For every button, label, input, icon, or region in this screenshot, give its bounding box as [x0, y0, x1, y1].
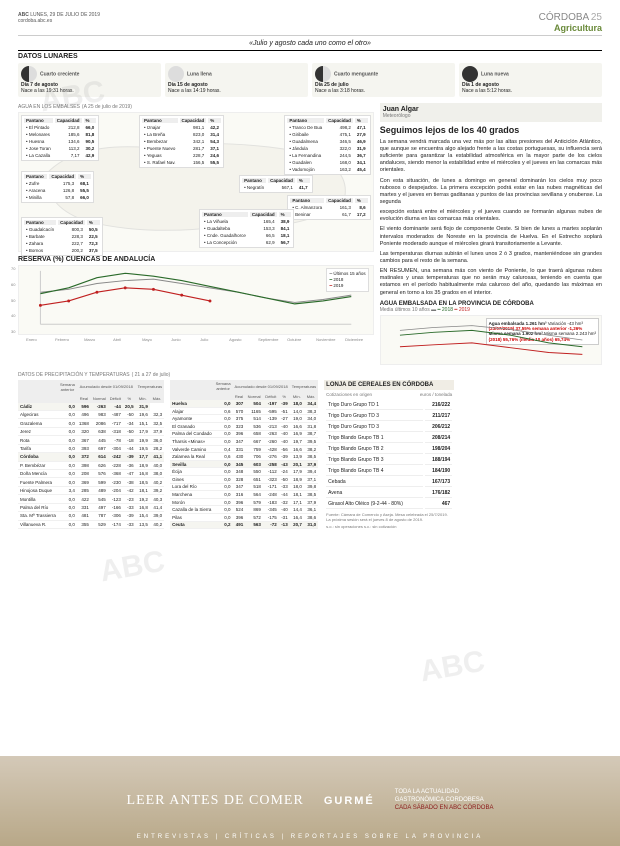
reserva-title: RESERVA (%) CUENCAS DE ANDALUCÍA: [18, 256, 374, 263]
precip-title: DATOS DE PRECIPITACIÓN Y TEMPERATURAS ( …: [18, 371, 602, 378]
precip-table-left: SemanaanteriorAcumulado desde 01/09/2018…: [18, 380, 164, 530]
lunar-phase: Cuarto crecienteDía 7 de agostoNace a la…: [18, 63, 161, 97]
reservoir-table: PantanoCapacidad%• C. Almanzora161,38,6•…: [287, 195, 370, 220]
footer-ad: LEER ANTES DE COMER GURMÉ TODA LA ACTUAL…: [0, 756, 620, 846]
reservoir-table: PantanoCapacidad%• Zufre175,368,1• Arace…: [21, 171, 94, 203]
reservoir-table: PantanoCapacidad%• Guadalcacín800,350,5•…: [21, 217, 103, 256]
quote: «Julio y agosto cada uno como el otro»: [18, 40, 602, 47]
lunar-phase: Luna nuevaDía 1 de agostoNace a las 5:12…: [459, 63, 602, 97]
weather-article: Seguimos lejos de los 40 grados La seman…: [380, 126, 602, 297]
reservoir-table: PantanoCapacidad%• Negratín567,141,7: [239, 175, 313, 193]
precip-table-right: SemanaanteriorAcumulado desde 01/09/2018…: [170, 380, 318, 530]
author-box: Juan Algar Meteorólogo: [380, 103, 602, 122]
lunar-title: DATOS LUNARES: [18, 50, 602, 60]
lunar-phase: Cuarto menguanteDía 25 de julioNace a la…: [312, 63, 455, 97]
agua-chart: Agua embalsada 1.261 hm³ Variación -43 h…: [380, 315, 602, 365]
reservoir-table: PantanoCapacidad%• Iznajar981,142,2• La …: [139, 115, 224, 168]
reservoir-table: PantanoCapacidad%• El Pintado212,866,0• …: [21, 115, 99, 161]
reserva-chart: ━ Últimos 15 años━ 2018━ 2019EneroFebrer…: [18, 265, 374, 335]
reservoir-map: PantanoCapacidad%• El Pintado212,866,0• …: [18, 112, 374, 252]
lunar-phase: Luna llenaDía 15 de agostoNace a las 14:…: [165, 63, 308, 97]
cereal-prices: LONJA DE CEREALES EN CÓRDOBA Cotizacione…: [324, 380, 454, 530]
embalses-title: AGUA EN LOS EMBALSES (A 25 de julio de 2…: [18, 103, 374, 110]
reservoir-table: PantanoCapacidad%• La Viñuela165,438,9• …: [199, 209, 294, 248]
reservoir-table: PantanoCapacidad%• Tranco De Bua498,247,…: [284, 115, 370, 175]
page-header: ABC LUNES, 29 DE JULIO DE 2019cordoba.ab…: [18, 12, 602, 36]
